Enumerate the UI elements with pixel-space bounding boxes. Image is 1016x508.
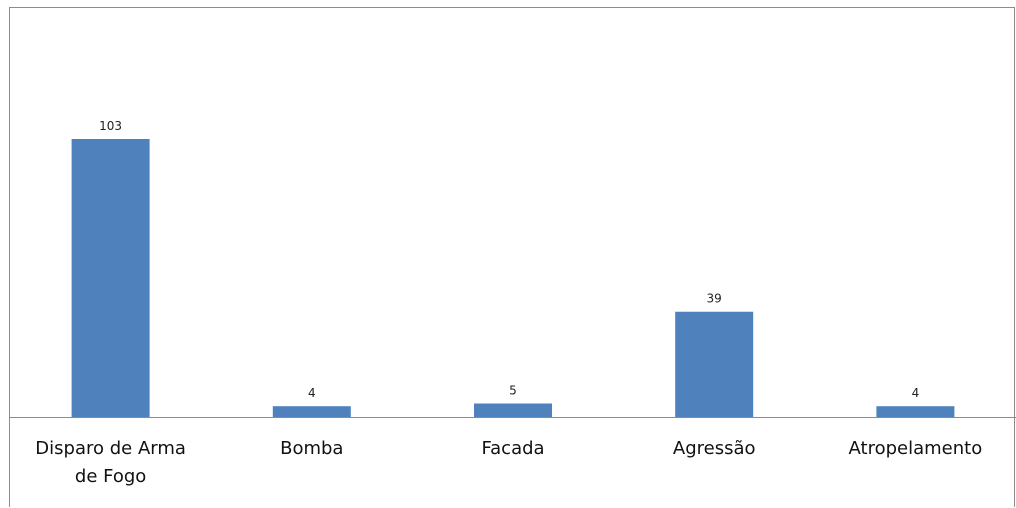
category-label-line: Facada	[481, 438, 544, 459]
category-labels-group: Disparo de Arma de Fogo Bomba Facada Agressã…	[35, 438, 982, 487]
chart-frame: 103 4 5 39 4 Disparo de Arma de Fogo Bomba Faca…	[9, 7, 1016, 507]
bar-3	[675, 311, 754, 417]
data-label-3: 39	[707, 292, 722, 306]
data-label-1: 4	[308, 386, 316, 400]
category-label-line: de Fogo	[75, 466, 146, 487]
bars-group	[71, 139, 955, 417]
category-label-line: Disparo de Arma	[35, 438, 186, 459]
data-label-0: 103	[99, 119, 122, 133]
data-labels-group: 103 4 5 39 4	[99, 119, 919, 400]
bar-1	[272, 406, 351, 417]
category-label-3: Agressão	[673, 438, 756, 459]
category-label-1: Bomba	[280, 438, 343, 459]
category-label-2: Facada	[481, 438, 544, 459]
category-label-line: Bomba	[280, 438, 343, 459]
category-label-line: Agressão	[673, 438, 756, 459]
bar-4	[876, 406, 955, 417]
bar-0	[71, 139, 150, 417]
bar-chart: 103 4 5 39 4 Disparo de Arma de Fogo Bomba Faca…	[10, 119, 1016, 487]
data-label-4: 4	[912, 386, 920, 400]
data-label-2: 5	[509, 384, 517, 398]
category-label-4: Atropelamento	[849, 438, 983, 459]
bar-2	[474, 403, 552, 417]
category-label-line: Atropelamento	[849, 438, 983, 459]
category-label-0: Disparo de Arma de Fogo	[35, 438, 186, 487]
